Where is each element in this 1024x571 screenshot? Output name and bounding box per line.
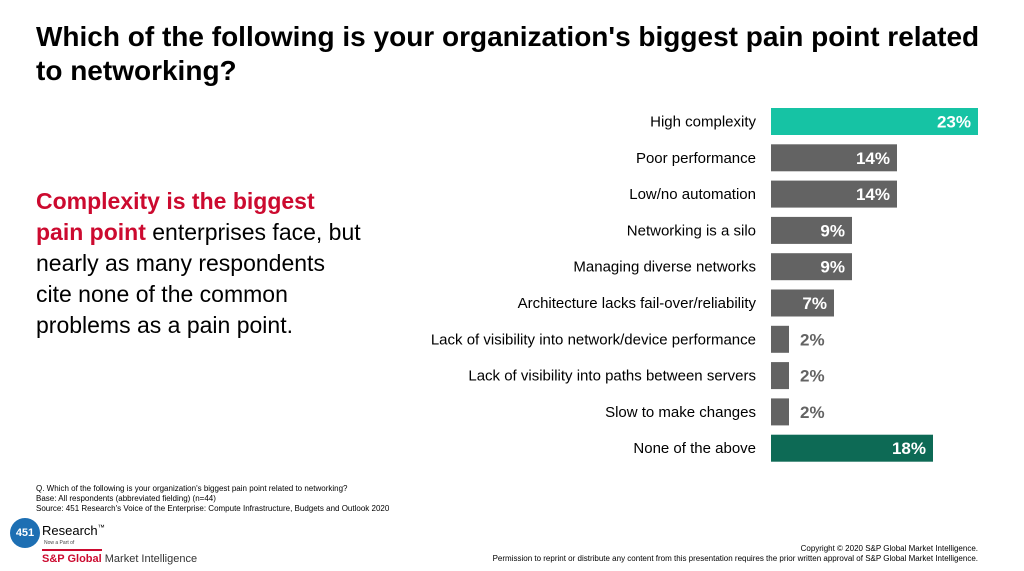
bar bbox=[771, 144, 897, 172]
copyright-line: Copyright © 2020 S&P Global Market Intel… bbox=[800, 544, 978, 553]
footnote-question: Q. Which of the following is your organi… bbox=[36, 484, 348, 493]
bar bbox=[771, 180, 897, 208]
value-label: 2% bbox=[800, 403, 825, 422]
permission-line: Permission to reprint or distribute any … bbox=[492, 554, 978, 563]
bar bbox=[771, 325, 789, 353]
copyright: Copyright © 2020 S&P Global Market Intel… bbox=[493, 544, 978, 564]
category-label: Poor performance bbox=[636, 150, 756, 167]
value-label: 14% bbox=[856, 185, 890, 204]
trademark-icon: ™ bbox=[97, 524, 105, 532]
key-takeaway-highlight: Complexity is the biggest pain point bbox=[36, 188, 315, 245]
bar bbox=[771, 216, 852, 244]
category-label: None of the above bbox=[633, 440, 756, 457]
category-label: Low/no automation bbox=[629, 186, 756, 203]
value-label: 14% bbox=[856, 149, 890, 168]
value-label: 2% bbox=[800, 367, 825, 386]
sp-global-brand: S&P Global bbox=[42, 553, 102, 565]
451-research-logo-icon: 451 bbox=[10, 518, 40, 548]
key-takeaway-text: enterprises face, but nearly as many res… bbox=[36, 219, 361, 338]
footnote-source: Source: 451 Research's Voice of the Ente… bbox=[36, 504, 390, 513]
category-label: Lack of visibility into network/device p… bbox=[431, 331, 756, 348]
value-label: 23% bbox=[937, 113, 971, 132]
bar-chart: High complexity 23% Poor performance 14% Low… bbox=[431, 108, 978, 462]
value-label: 9% bbox=[820, 258, 845, 277]
category-label: Lack of visibility into paths between se… bbox=[468, 368, 756, 385]
page-title: Which of the following is your organizat… bbox=[36, 21, 980, 86]
category-label: Networking is a silo bbox=[627, 222, 756, 239]
logo-divider bbox=[42, 549, 102, 551]
category-label: Slow to make changes bbox=[605, 404, 756, 421]
bar bbox=[771, 362, 789, 390]
category-label: Managing diverse networks bbox=[573, 259, 756, 276]
logo-research-label: Research bbox=[42, 523, 98, 538]
bar bbox=[771, 253, 852, 281]
value-label: 18% bbox=[892, 439, 926, 458]
footnote-base: Base: All respondents (abbreviated field… bbox=[36, 494, 216, 503]
logo-subtitle: Now a Part of bbox=[44, 540, 75, 546]
category-label: Architecture lacks fail-over/reliability bbox=[518, 295, 757, 312]
category-label: High complexity bbox=[650, 114, 756, 131]
bar bbox=[771, 108, 978, 135]
sp-global-suffix: Market Intelligence bbox=[101, 553, 198, 565]
bar bbox=[771, 434, 933, 462]
footnote: Q. Which of the following is your organi… bbox=[36, 484, 496, 514]
logo-research-text: Research™ bbox=[42, 523, 105, 538]
value-label: 7% bbox=[802, 294, 827, 313]
key-takeaway: Complexity is the biggest pain point ent… bbox=[36, 186, 366, 341]
value-label: 9% bbox=[820, 221, 845, 240]
bar bbox=[771, 398, 789, 426]
value-label: 2% bbox=[800, 330, 825, 349]
bar bbox=[771, 289, 834, 317]
sp-global-logo: S&P Global Market Intelligence bbox=[42, 553, 197, 565]
